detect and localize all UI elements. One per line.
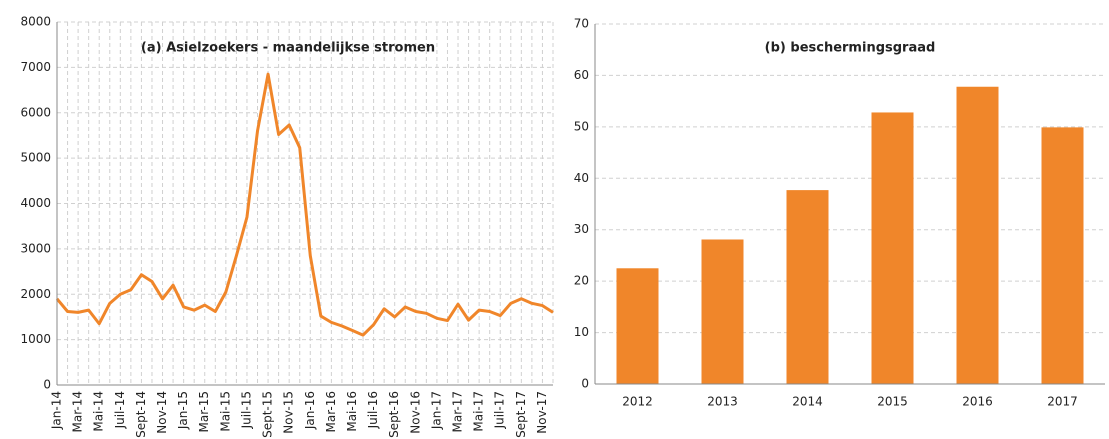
y-tick-label: 3000 [20,241,51,255]
y-tick-label: 8000 [20,15,51,29]
x-tick-label: Sept-14 [134,391,148,438]
x-tick-label: Mar-17 [451,391,465,432]
y-tick-label: 7000 [20,60,51,74]
x-tick-label: 2017 [1047,395,1078,409]
y-tick-label: 50 [574,119,589,133]
x-tick-label: Nov-16 [408,391,422,434]
x-tick-label: Mai-17 [472,391,486,432]
bar [1041,127,1084,384]
x-tick-label: Jan-14 [50,391,64,430]
x-tick-label: Juil-16 [366,391,380,429]
x-tick-label: Sept-17 [514,391,528,438]
x-tick-label: Nov-17 [535,391,549,434]
x-tick-label: Mai-15 [218,391,232,432]
y-tick-label: 5000 [20,151,51,165]
x-tick-label: Jan-15 [176,391,190,430]
line-series [55,72,554,337]
bar [701,239,744,384]
bar [956,86,999,384]
y-tick-label: 20 [574,274,589,288]
x-tick-label: Mar-15 [197,391,211,432]
x-tick-label: Sept-15 [261,391,275,438]
bar [616,268,659,384]
y-tick-label: 0 [581,377,589,391]
x-tick-label: 2015 [877,395,908,409]
y-tick-label: 2000 [20,287,51,301]
y-tick-label: 6000 [20,105,51,119]
x-tick-label: Sept-16 [387,391,401,438]
y-tick-label: 70 [574,17,589,31]
y-tick-label: 60 [574,68,589,82]
x-tick-label: Mai-14 [92,391,106,432]
x-tick-label: Nov-15 [282,391,296,434]
x-tick-label: Jan-16 [303,391,317,430]
x-tick-label: Mar-14 [71,391,85,432]
bar [786,190,829,384]
y-tick-label: 0 [43,378,51,392]
x-tick-label: 2016 [962,395,993,409]
y-tick-label: 4000 [20,196,51,210]
x-tick-label: 2014 [792,395,823,409]
x-tick-label: Juil-17 [493,391,507,429]
x-tick-label: Juil-15 [239,391,253,429]
chart-title: (b) beschermingsgraad [765,41,936,56]
x-tick-label: Nov-14 [155,391,169,434]
x-tick-label: 2013 [707,395,738,409]
x-tick-label: Mar-16 [324,391,338,432]
x-tick-label: Juil-14 [113,391,127,429]
bar [871,112,914,384]
x-tick-label: 2012 [622,395,653,409]
y-tick-label: 10 [574,325,589,339]
y-tick-label: 40 [574,171,589,185]
x-tick-label: Jan-17 [429,391,443,430]
y-tick-label: 30 [574,222,589,236]
y-tick-label: 1000 [20,332,51,346]
chart-title: (a) Asielzoekers - maandelijkse stromen [141,41,435,56]
x-tick-label: Mai-16 [345,391,359,432]
